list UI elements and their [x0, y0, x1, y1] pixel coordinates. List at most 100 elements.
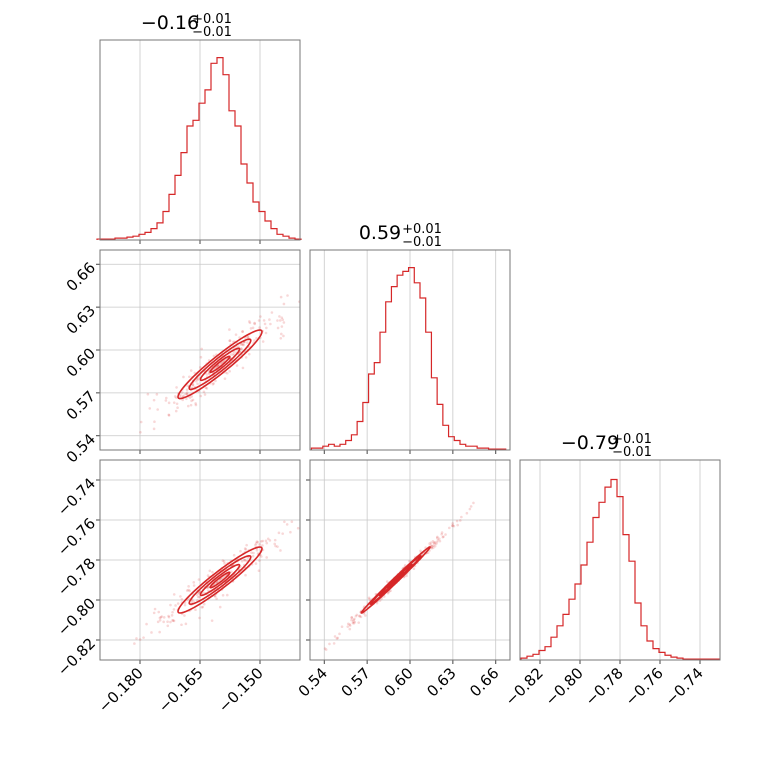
sample-point: [359, 615, 363, 619]
sample-point: [469, 505, 473, 508]
sample-point: [253, 322, 257, 326]
contour-level-3: [177, 329, 263, 400]
sample-point: [167, 401, 171, 405]
sample-point: [169, 603, 172, 607]
param-title-median-2: −0.79: [561, 432, 619, 454]
sample-point: [438, 539, 442, 543]
sample-point: [329, 498, 332, 501]
sample-point: [197, 591, 200, 595]
sample-point: [281, 532, 284, 535]
sample-point: [249, 327, 253, 330]
sample-point: [254, 542, 258, 545]
sample-point: [171, 619, 175, 622]
sample-point: [183, 614, 186, 617]
y-tick-label-1-3: 0.63: [63, 301, 99, 337]
sample-point: [172, 619, 176, 623]
sample-point: [196, 595, 200, 599]
sample-point: [452, 524, 456, 528]
sample-point: [285, 523, 289, 526]
histogram-panel-0: [96, 40, 302, 244]
sample-point: [190, 399, 193, 403]
sample-point: [194, 379, 198, 383]
joint-points-2: [323, 501, 475, 651]
x-tick-label-2-0: −0.82: [502, 664, 547, 709]
sample-point: [194, 403, 198, 407]
sample-point: [148, 407, 152, 410]
sample-point: [460, 515, 463, 519]
sample-point: [250, 551, 253, 554]
sample-point: [190, 395, 194, 398]
sample-point: [170, 614, 174, 617]
sample-point: [182, 394, 185, 398]
sample-point: [264, 331, 268, 335]
sample-point: [255, 549, 259, 552]
sample-point: [437, 537, 441, 541]
sample-point: [428, 542, 431, 545]
sample-point: [191, 383, 195, 387]
sample-point: [221, 559, 225, 562]
sample-point: [181, 391, 184, 394]
sample-point: [185, 397, 188, 401]
histogram-frame-2: [519, 459, 721, 661]
sample-point: [242, 343, 245, 346]
sample-point: [447, 526, 451, 530]
sample-point: [180, 623, 183, 627]
sample-point: [193, 371, 197, 375]
sample-point: [239, 549, 242, 553]
sample-point: [348, 627, 352, 631]
sample-point: [240, 347, 243, 350]
sample-point: [203, 393, 207, 396]
sample-point: [192, 584, 196, 587]
sample-point: [430, 546, 434, 550]
sample-point: [280, 316, 284, 320]
sample-point: [185, 392, 189, 396]
sample-point: [241, 330, 244, 333]
joint-panel-1-2: [306, 460, 510, 664]
sample-point: [187, 585, 190, 588]
joint-frame-1-2: [309, 459, 511, 661]
sample-point: [354, 614, 358, 618]
sample-point: [386, 591, 390, 595]
sample-point: [155, 393, 159, 396]
sample-point: [332, 642, 336, 645]
sample-point: [280, 332, 283, 336]
sample-point: [429, 543, 433, 547]
sample-point: [185, 391, 189, 394]
sample-point: [348, 624, 352, 627]
sample-point: [358, 614, 361, 618]
sample-point: [159, 615, 163, 619]
sample-point: [269, 322, 272, 326]
sample-point: [433, 540, 437, 544]
sample-point: [431, 546, 435, 550]
sample-point: [175, 396, 178, 399]
sample-point: [263, 322, 267, 326]
sample-point: [338, 632, 341, 636]
sample-point: [214, 379, 217, 383]
sample-point: [408, 559, 411, 563]
sample-point: [238, 336, 241, 339]
sample-point: [124, 468, 127, 471]
sample-point: [145, 622, 148, 626]
sample-point: [166, 620, 169, 624]
sample-point: [248, 320, 251, 323]
sample-point: [385, 580, 389, 583]
sample-point: [251, 554, 255, 558]
sample-point: [69, 711, 72, 714]
sample-point: [152, 398, 156, 402]
sample-point: [200, 347, 203, 351]
sample-point: [340, 625, 344, 629]
sample-point: [139, 430, 142, 434]
joint-frame-0-2: [99, 459, 301, 661]
sample-point: [241, 366, 245, 370]
sample-point: [185, 589, 189, 592]
sample-point: [196, 382, 199, 386]
sample-point: [270, 311, 274, 314]
sample-point: [188, 589, 191, 593]
sample-point: [229, 353, 233, 356]
sample-point: [282, 321, 286, 324]
sample-point: [164, 396, 168, 400]
sample-point: [258, 559, 261, 562]
sample-point: [191, 383, 195, 386]
contour-level-3: [177, 546, 263, 614]
